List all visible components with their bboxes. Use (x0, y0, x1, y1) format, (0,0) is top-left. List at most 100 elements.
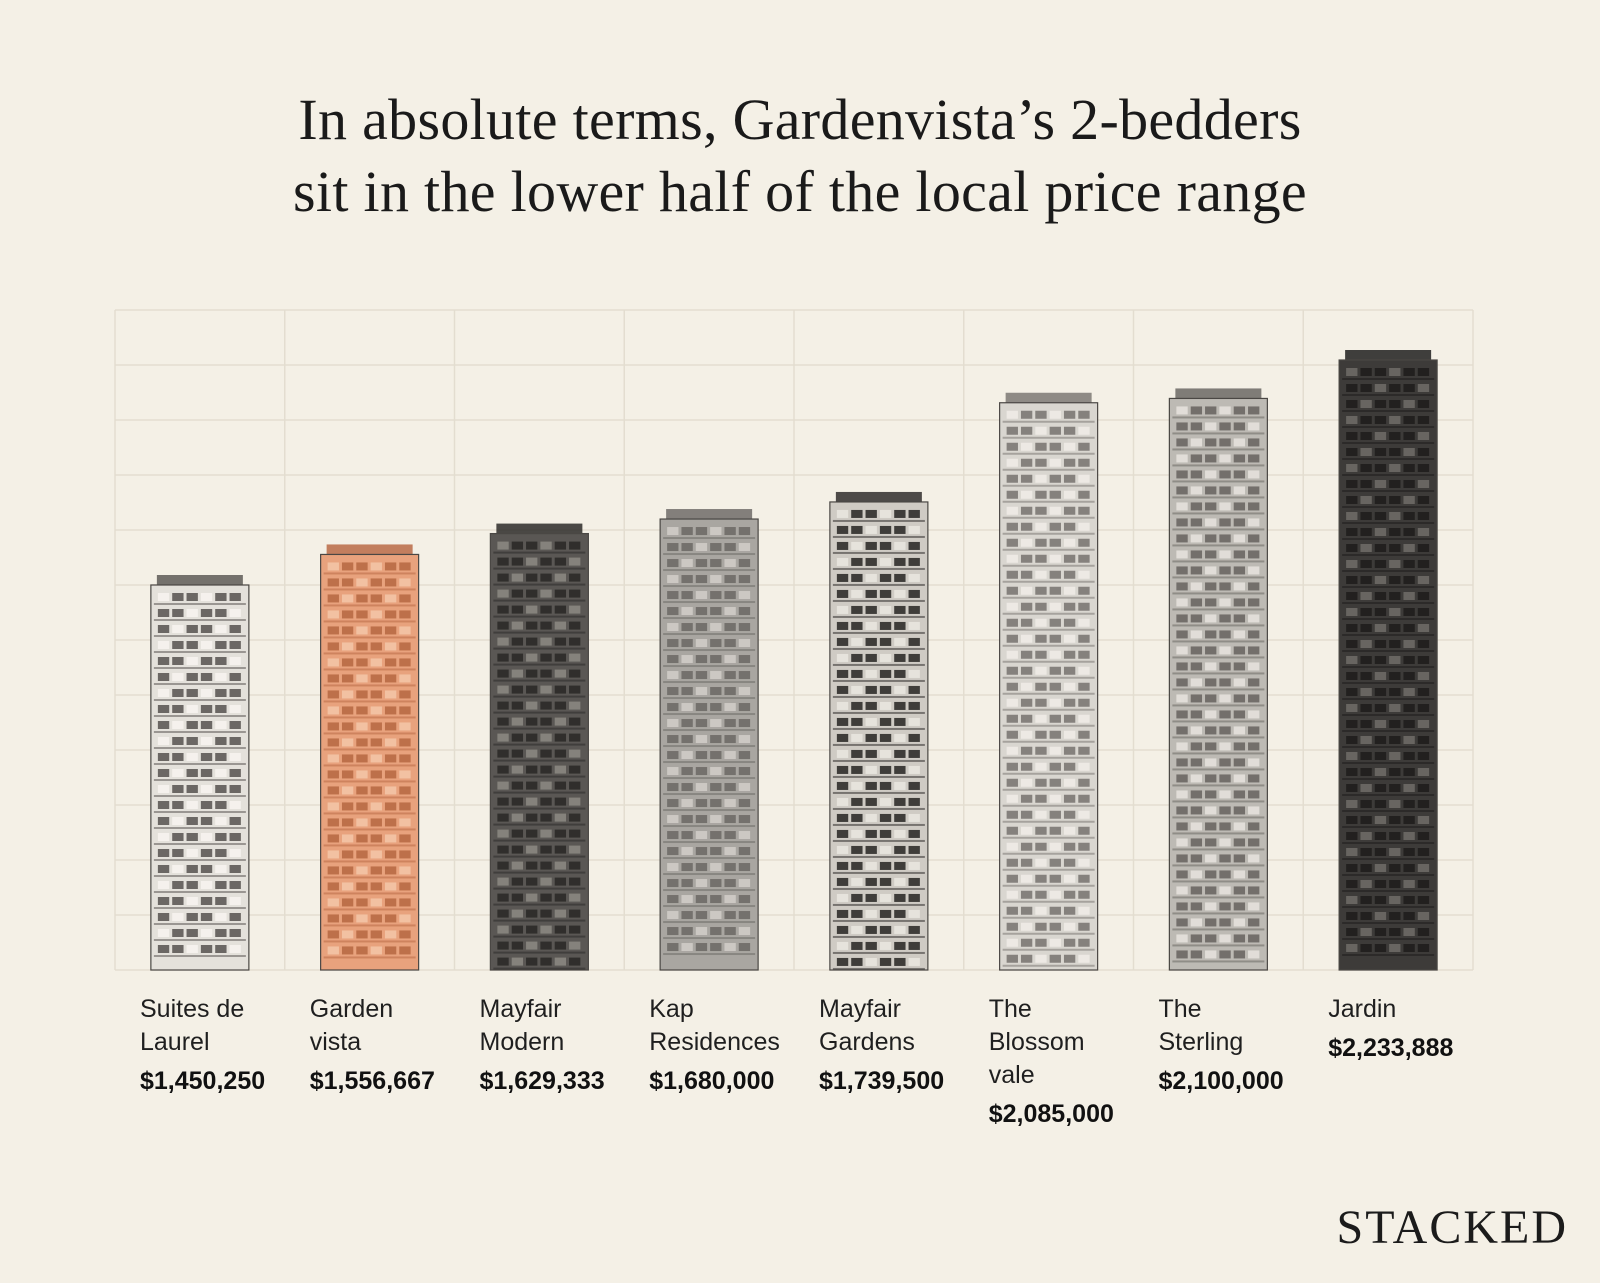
window (1049, 810, 1061, 819)
window (879, 893, 892, 902)
window (327, 770, 339, 779)
window (1219, 406, 1231, 415)
window (1248, 758, 1260, 767)
window (1219, 550, 1231, 559)
window (554, 877, 567, 886)
window (1346, 832, 1358, 840)
floor-band (832, 823, 925, 826)
window (1417, 784, 1430, 792)
window (1374, 880, 1387, 888)
window (399, 562, 411, 571)
chart-title-line-2: sit in the lower half of the local price… (293, 159, 1307, 224)
window (710, 623, 722, 632)
window (215, 609, 227, 617)
window (681, 751, 693, 760)
window (836, 797, 849, 806)
window (1248, 598, 1260, 607)
window (667, 847, 679, 856)
window (341, 850, 354, 859)
window (1360, 736, 1372, 744)
floor-band (832, 551, 925, 554)
category-label: Jardin (1328, 993, 1396, 1026)
window (1403, 416, 1415, 424)
window (1078, 810, 1090, 819)
window (399, 754, 411, 763)
window (1417, 512, 1430, 520)
window (1360, 464, 1372, 472)
window (157, 801, 170, 809)
window (1233, 502, 1246, 511)
window (1248, 502, 1260, 511)
window (1219, 694, 1231, 703)
window (526, 605, 538, 614)
window (1219, 438, 1231, 447)
window (1233, 710, 1246, 719)
window (370, 770, 382, 779)
window (1049, 762, 1061, 771)
window (724, 735, 736, 744)
window (681, 623, 693, 632)
floor-band (323, 764, 416, 767)
window (1049, 538, 1061, 547)
window (511, 621, 524, 630)
floor-band (1172, 960, 1265, 963)
floor-band (493, 647, 586, 650)
window (1205, 806, 1217, 815)
floor-band (1002, 628, 1095, 631)
window (172, 929, 184, 937)
floor-band (323, 732, 416, 735)
window (695, 911, 708, 920)
window (215, 673, 227, 681)
floor-band (493, 599, 586, 602)
window (1049, 474, 1061, 483)
window (554, 797, 567, 806)
window (1006, 714, 1018, 723)
window (1078, 922, 1090, 931)
window (1403, 816, 1415, 824)
window (399, 626, 411, 635)
window (356, 658, 368, 667)
window (370, 866, 382, 875)
window (554, 765, 567, 774)
window (1248, 582, 1260, 591)
window (1219, 886, 1231, 895)
window (695, 735, 708, 744)
window (1205, 838, 1217, 847)
floor-band (832, 935, 925, 938)
window (851, 685, 863, 694)
window (724, 655, 736, 664)
window (724, 719, 736, 728)
window (1176, 406, 1188, 415)
window (894, 509, 906, 518)
window (836, 509, 849, 518)
window (186, 673, 198, 681)
floor-band (663, 873, 756, 876)
window (1248, 726, 1260, 735)
window (200, 881, 213, 889)
bar-roof (835, 491, 922, 504)
window (1403, 480, 1415, 488)
window (908, 557, 920, 566)
window (1389, 576, 1401, 584)
window (1248, 486, 1260, 495)
window (1049, 522, 1061, 531)
floor-band (832, 791, 925, 794)
window (356, 946, 368, 955)
window (341, 578, 354, 587)
window (1219, 822, 1231, 831)
window (851, 733, 863, 742)
window (1176, 486, 1188, 495)
window (1078, 602, 1090, 611)
window (1020, 954, 1033, 963)
window (1346, 496, 1358, 504)
window (738, 815, 751, 824)
window (695, 543, 708, 552)
window (399, 866, 411, 875)
window (1078, 858, 1090, 867)
floor-band (493, 727, 586, 730)
window (1389, 512, 1401, 520)
bar-building (1338, 350, 1438, 971)
window (1063, 826, 1076, 835)
value-label: $2,085,000 (988, 1100, 1114, 1128)
window (229, 721, 241, 729)
